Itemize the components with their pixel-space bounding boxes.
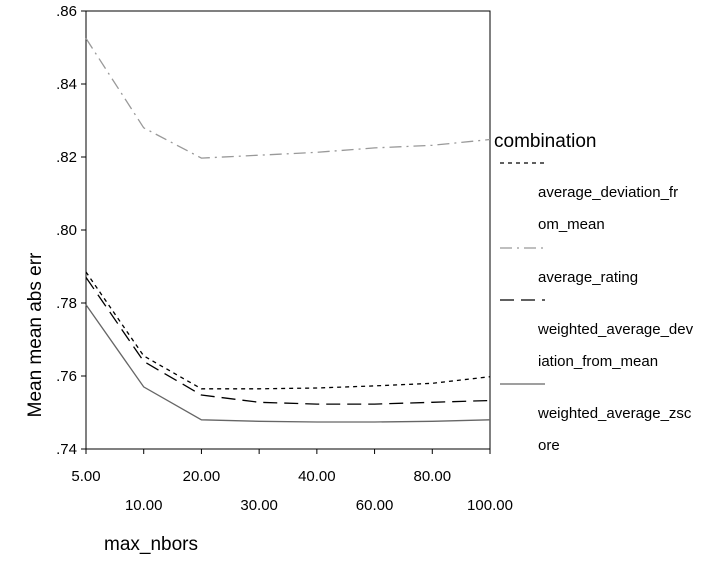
legend-label-weighted-average-deviation-from-mean: iation_from_mean [538,353,658,370]
y-tick-label: .82 [56,149,77,166]
legend-label-average-deviation-from-mean: om_mean [538,216,605,233]
x-tick-label: 60.00 [356,497,394,514]
plot-frame [85,10,491,450]
legend-title: combination [494,131,596,152]
x-tick-label: 80.00 [414,468,452,485]
x-axis-title: max_nbors [104,534,198,555]
y-tick-label: .74 [56,441,77,458]
legend: combination average_deviation_fr om_meana… [494,131,694,454]
y-tick-label: .80 [56,222,77,239]
y-tick-label: .84 [56,76,77,93]
series-line-average-deviation-from-mean [85,271,491,390]
x-axis-ticks: 5.00 10.00 20.00 30.00 40.00 60.00 80.00 100.00 [71,449,513,514]
x-tick-label: 40.00 [298,468,336,485]
series-line-average-rating [85,38,491,159]
y-axis-ticks: .74 .76 .78 .80 .82 .84 .86 [56,3,86,458]
legend-label-weighted-average-zscore: ore [538,437,560,454]
y-tick-label: .78 [56,295,77,312]
series-lines [85,38,491,423]
x-tick-label: 30.00 [240,497,278,514]
series-line-weighted-average-zscore [85,304,491,423]
legend-label-average-deviation-from-mean: average_deviation_fr [538,184,678,201]
x-tick-label: 20.00 [183,468,221,485]
series-line-weighted-average-deviation-from-mean [85,277,491,405]
y-axis-title: Mean mean abs err [25,252,46,417]
legend-label-average-rating: average_rating [538,269,638,286]
y-tick-label: .76 [56,368,77,385]
legend-label-weighted-average-zscore: weighted_average_zsc [537,405,692,422]
legend-label-weighted-average-deviation-from-mean: weighted_average_dev [537,321,694,338]
x-tick-label: 5.00 [71,468,100,485]
x-tick-label: 100.00 [467,497,513,514]
y-tick-label: .86 [56,3,77,20]
x-tick-label: 10.00 [125,497,163,514]
plot-area [85,10,491,450]
